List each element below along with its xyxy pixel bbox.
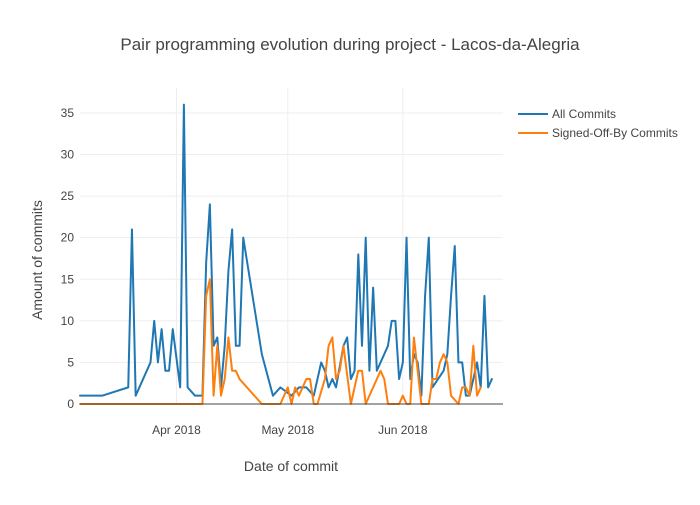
legend-item[interactable]: All Commits	[518, 107, 616, 121]
series-line-signed-off-by-commits[interactable]	[79, 278, 482, 405]
y-tick-label: 20	[61, 231, 75, 245]
y-tick-label: 25	[61, 189, 75, 203]
x-axis-ticks: Apr 2018 May 2018 Jun 2018	[152, 423, 428, 437]
y-axis-ticks: 0 5 10 15 20 25 30 35	[61, 106, 75, 411]
y-tick-label: 35	[61, 106, 75, 120]
x-tick-label: Jun 2018	[378, 423, 428, 437]
chart-title: Pair programming evolution during projec…	[120, 35, 580, 54]
legend-item[interactable]: Signed-Off-By Commits	[518, 126, 678, 140]
legend-label: All Commits	[552, 107, 616, 121]
x-axis-title: Date of commit	[244, 458, 338, 474]
y-tick-label: 0	[67, 397, 74, 411]
y-gridlines	[80, 112, 503, 363]
y-tick-label: 30	[61, 148, 75, 162]
y-tick-label: 5	[67, 355, 74, 369]
x-tick-label: Apr 2018	[152, 423, 201, 437]
series-line-all-commits[interactable]	[79, 103, 493, 397]
y-axis-title: Amount of commits	[29, 200, 45, 320]
legend[interactable]: All Commits Signed-Off-By Commits	[518, 107, 678, 140]
x-tick-label: May 2018	[261, 423, 314, 437]
legend-label: Signed-Off-By Commits	[552, 126, 678, 140]
y-tick-label: 10	[61, 314, 75, 328]
series-layer	[79, 103, 493, 405]
y-tick-label: 15	[61, 272, 75, 286]
